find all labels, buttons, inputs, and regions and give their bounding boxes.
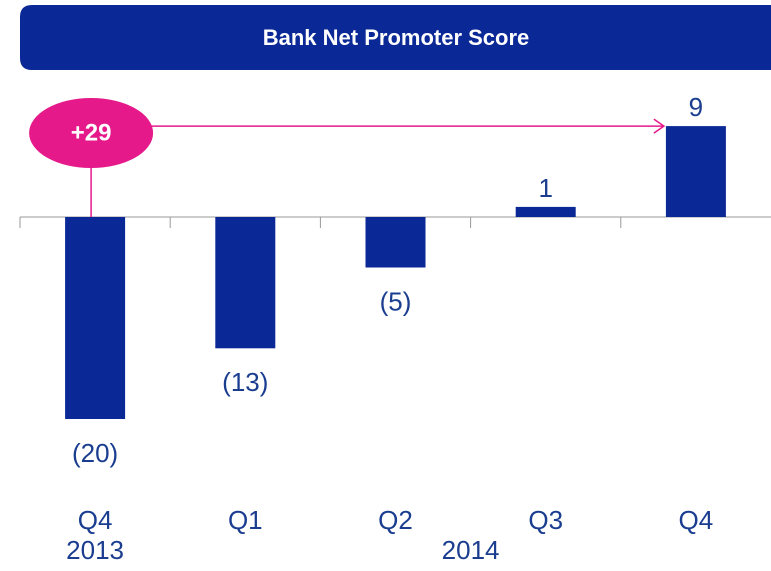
- annotation-bubble: [29, 98, 154, 168]
- group-label: 2014: [442, 535, 500, 565]
- chart-title: Bank Net Promoter Score: [263, 25, 530, 50]
- bar: [215, 217, 276, 349]
- x-tick-label: Q4: [679, 505, 714, 535]
- data-label: (13): [222, 367, 268, 397]
- bar: [65, 217, 126, 419]
- bar: [665, 126, 726, 217]
- data-label: 9: [689, 92, 703, 122]
- annotation-text: +29: [71, 119, 112, 146]
- x-tick-label: Q1: [228, 505, 263, 535]
- x-tick-label: Q2: [378, 505, 413, 535]
- x-tick-label: Q4: [78, 505, 113, 535]
- title-banner: [20, 5, 771, 70]
- group-label: 2013: [66, 535, 124, 565]
- arrow-head: [653, 118, 666, 134]
- bar: [515, 206, 576, 217]
- data-label: 1: [538, 173, 552, 203]
- data-label: (20): [72, 438, 118, 468]
- x-tick-label: Q3: [528, 505, 563, 535]
- data-label: (5): [380, 286, 412, 316]
- bar: [365, 217, 426, 268]
